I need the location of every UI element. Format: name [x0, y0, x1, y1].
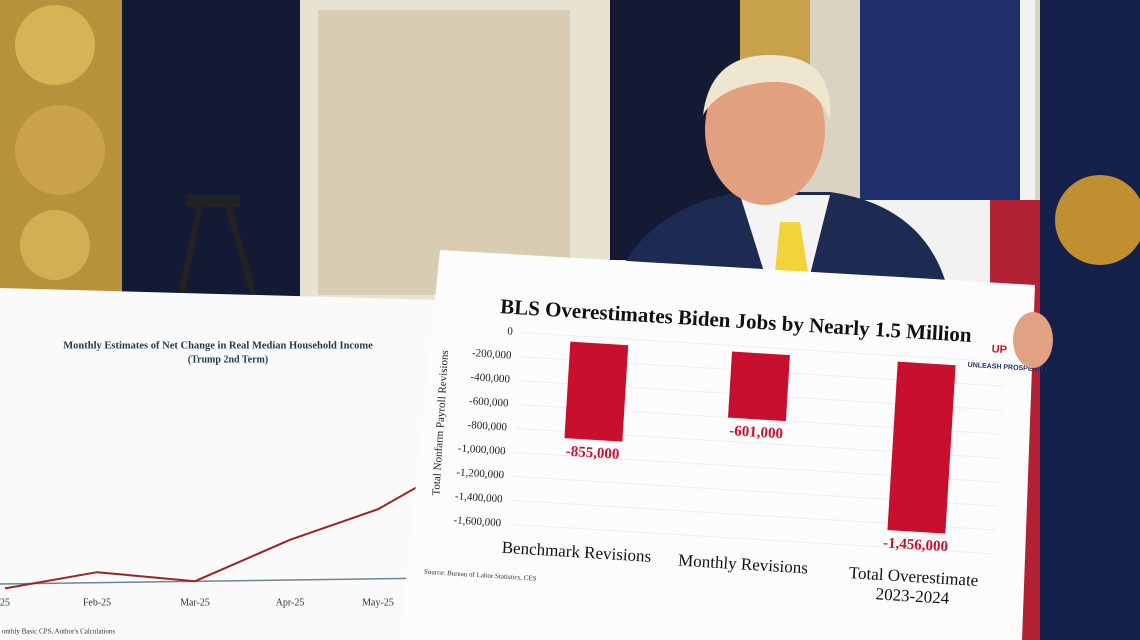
left-board [0, 288, 440, 640]
x-tick-label: Apr-25 [276, 597, 305, 608]
y-tick-label: -1,600,000 [453, 514, 502, 529]
bar [564, 341, 629, 442]
logo-text: UNLEASH PROSPERITY [967, 362, 1049, 374]
y-tick-label: 0 [507, 325, 514, 337]
easel [185, 195, 240, 207]
x-tick-label: 25 [0, 597, 10, 608]
gold-ornament [15, 105, 105, 195]
bar [887, 361, 956, 534]
chart-title: Monthly Estimates of Net Change in Real … [63, 340, 373, 351]
document [318, 10, 570, 295]
tie [775, 222, 808, 272]
y-tick-label: -200,000 [472, 347, 513, 361]
y-tick-label: -800,000 [467, 419, 508, 433]
x-tick-label: Total Overestimate2023-2024 [847, 563, 979, 609]
source: onthly Basic CPS, Author's Calculations [2, 628, 115, 636]
seal [1055, 175, 1140, 265]
y-tick-label: -1,000,000 [458, 443, 507, 458]
x-tick-label: Mar-25 [180, 597, 210, 608]
gold-ornament [15, 5, 95, 85]
y-tick-label: -1,400,000 [455, 490, 504, 505]
chart-subtitle: (Trump 2nd Term) [188, 354, 268, 365]
line [4, 456, 471, 590]
grid-line [521, 332, 1006, 363]
axis-line [0, 577, 441, 585]
x-tick-label: May-25 [362, 597, 394, 608]
value-label: -855,000 [565, 444, 620, 463]
grid-line [510, 523, 995, 555]
y-tick-label: -400,000 [470, 371, 511, 385]
x-tick-label: Feb-25 [83, 597, 111, 608]
y-tick-label: -600,000 [469, 395, 510, 409]
easel [177, 204, 203, 301]
hair [703, 55, 831, 120]
value-label: -601,000 [729, 423, 784, 442]
y-tick-label: -1,200,000 [456, 466, 505, 481]
bar [727, 351, 790, 422]
flag-canton [860, 0, 1020, 200]
logo-mark: UP [991, 343, 1007, 356]
face [705, 55, 825, 205]
hand [1013, 312, 1053, 368]
easel [225, 204, 258, 301]
value-label: -1,456,000 [883, 535, 949, 555]
left-chart: Monthly Estimates of Net Change in Real … [0, 340, 471, 636]
gold-ornament [20, 210, 90, 280]
main-board [400, 250, 1035, 640]
curtain [122, 0, 300, 300]
flag [1040, 0, 1140, 640]
